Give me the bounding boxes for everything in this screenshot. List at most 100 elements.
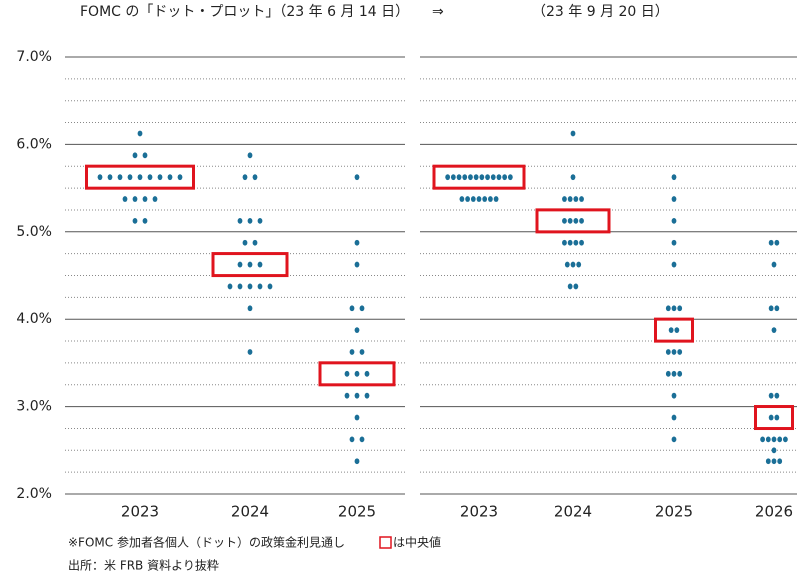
dot bbox=[490, 174, 496, 181]
dot bbox=[765, 436, 771, 443]
dot bbox=[227, 283, 233, 290]
dot bbox=[167, 174, 173, 181]
dot bbox=[247, 217, 253, 224]
dot bbox=[671, 239, 677, 246]
dot bbox=[470, 196, 476, 202]
dot bbox=[774, 414, 780, 421]
dot bbox=[567, 283, 573, 290]
dot bbox=[177, 174, 183, 181]
dot bbox=[485, 174, 490, 181]
dot bbox=[252, 239, 258, 246]
dot bbox=[137, 130, 143, 137]
dot bbox=[668, 327, 674, 334]
dot bbox=[349, 349, 355, 355]
dot bbox=[349, 305, 355, 312]
dot bbox=[364, 392, 370, 399]
dot bbox=[482, 196, 488, 202]
dot bbox=[142, 217, 148, 224]
dot bbox=[122, 196, 128, 202]
dot bbox=[354, 392, 360, 399]
dot bbox=[247, 305, 253, 312]
dot bbox=[247, 152, 253, 159]
dot bbox=[354, 414, 360, 421]
dot bbox=[771, 436, 777, 443]
dot bbox=[132, 152, 138, 159]
dot bbox=[359, 305, 365, 312]
source: 出所：米 FRB 資料より抜粋 bbox=[68, 559, 219, 573]
dot bbox=[267, 283, 273, 290]
dot bbox=[456, 174, 462, 181]
dot bbox=[771, 261, 777, 268]
dot bbox=[771, 447, 777, 454]
dot bbox=[247, 283, 253, 290]
dot bbox=[354, 327, 360, 334]
dot bbox=[570, 174, 576, 181]
dot bbox=[354, 261, 360, 268]
dot bbox=[671, 370, 677, 377]
dot bbox=[671, 196, 677, 202]
dot bbox=[677, 370, 683, 377]
dot bbox=[562, 217, 567, 224]
dot bbox=[247, 349, 253, 355]
y-tick-label: 7.0% bbox=[16, 49, 52, 65]
dot bbox=[765, 458, 771, 465]
dot bbox=[450, 174, 456, 181]
dot bbox=[671, 261, 677, 268]
dot bbox=[354, 174, 360, 181]
dot bbox=[237, 261, 243, 268]
dot bbox=[242, 174, 248, 181]
x-tick-label: 2023 bbox=[121, 503, 159, 521]
dot bbox=[488, 196, 493, 202]
dot bbox=[257, 217, 263, 224]
median-box bbox=[211, 252, 289, 278]
dot bbox=[567, 239, 573, 246]
chart-title: （23 年 9 月 20 日） bbox=[532, 4, 669, 20]
dot bbox=[479, 174, 485, 181]
dot bbox=[567, 196, 573, 202]
dot bbox=[777, 458, 783, 465]
note: ※FOMC 参加者各個人（ドット）の政策金利見通し bbox=[68, 535, 345, 550]
median-box bbox=[432, 164, 526, 190]
dot bbox=[562, 239, 567, 246]
dot bbox=[344, 392, 350, 399]
dot bbox=[768, 239, 774, 246]
note-legend: は中央値 bbox=[393, 535, 441, 550]
dot bbox=[132, 217, 138, 224]
dot bbox=[570, 130, 576, 137]
dot bbox=[476, 196, 482, 202]
dot bbox=[677, 349, 683, 355]
dot bbox=[459, 196, 465, 202]
dot bbox=[576, 261, 582, 268]
dot bbox=[671, 217, 677, 224]
chart-title: FOMC の「ドット・プロット」（23 年 6 月 14 日） bbox=[80, 4, 409, 20]
dot bbox=[671, 174, 677, 181]
arrow: ⇒ bbox=[432, 4, 444, 20]
dot bbox=[671, 436, 677, 443]
dot bbox=[567, 217, 573, 224]
dot bbox=[237, 217, 243, 224]
dot bbox=[359, 349, 365, 355]
median-box bbox=[654, 317, 694, 343]
x-tick-label: 2023 bbox=[460, 503, 498, 521]
dot bbox=[237, 283, 243, 290]
dot bbox=[562, 196, 567, 202]
dot bbox=[147, 174, 153, 181]
dot bbox=[671, 414, 677, 421]
dot bbox=[507, 174, 513, 181]
dot bbox=[354, 239, 360, 246]
dot bbox=[465, 196, 470, 202]
dot bbox=[771, 327, 777, 334]
dot bbox=[142, 196, 148, 202]
x-tick-label: 2024 bbox=[554, 503, 592, 521]
dot bbox=[579, 196, 584, 202]
x-tick-label: 2025 bbox=[655, 503, 693, 521]
dot bbox=[760, 436, 765, 443]
dot bbox=[242, 239, 248, 246]
dot bbox=[671, 349, 677, 355]
dot bbox=[247, 261, 253, 268]
dot bbox=[677, 305, 683, 312]
dot bbox=[665, 370, 671, 377]
dot bbox=[671, 392, 677, 399]
median-box bbox=[754, 405, 794, 431]
dot bbox=[127, 174, 133, 181]
